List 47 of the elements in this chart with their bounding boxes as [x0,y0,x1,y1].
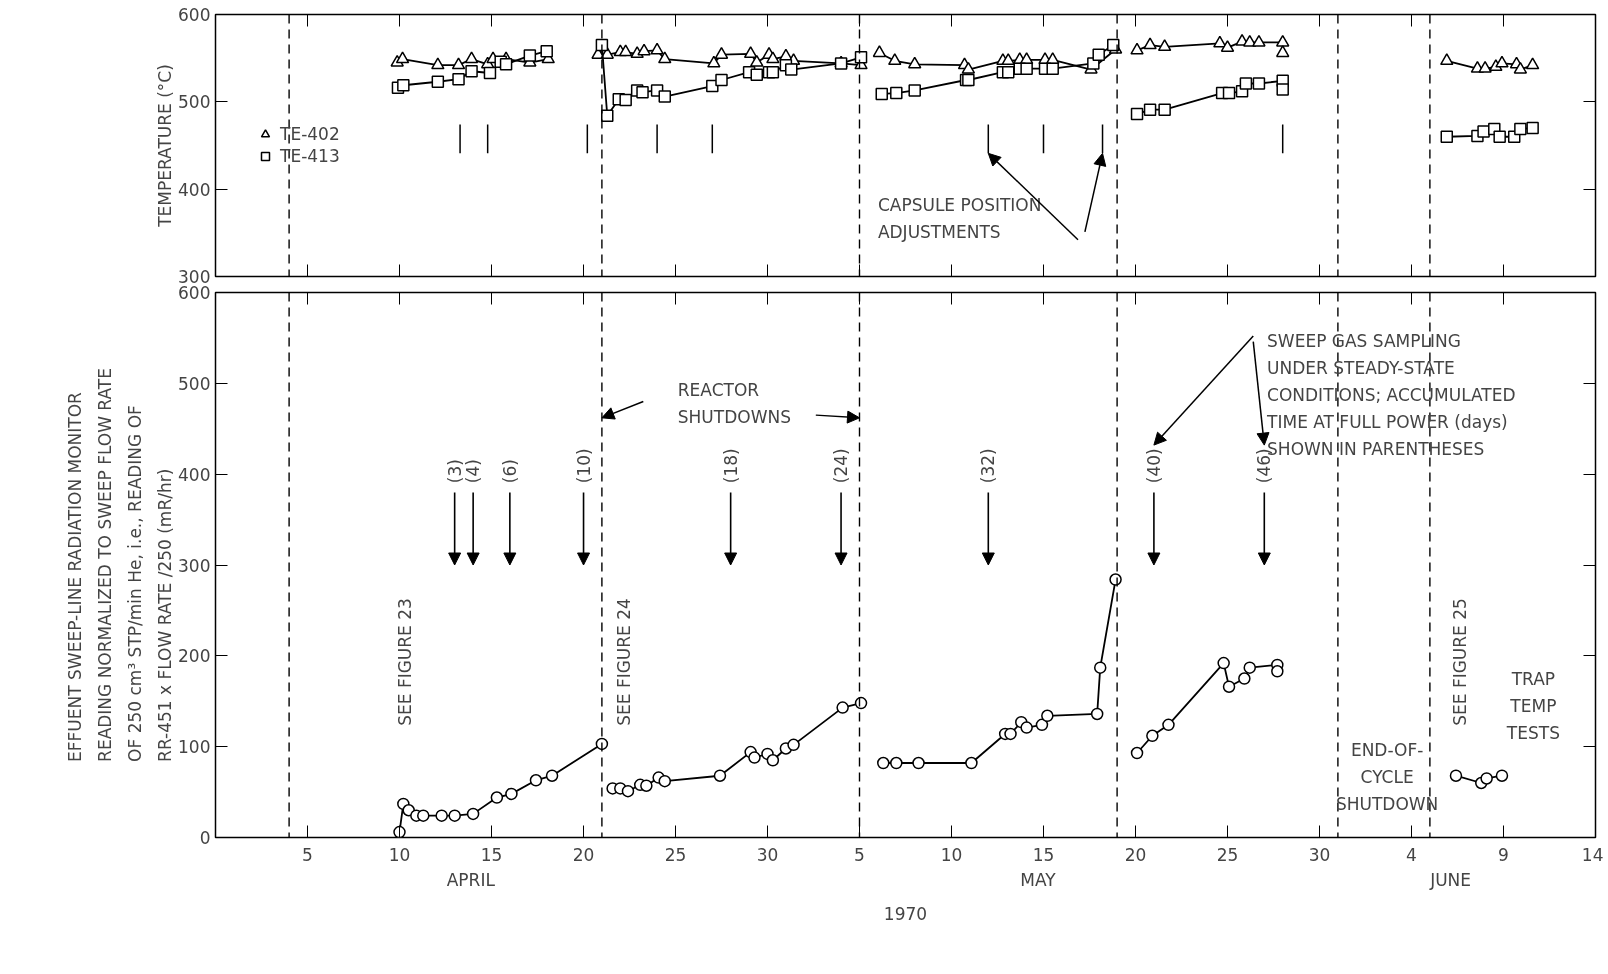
annotation: (6) [499,459,520,484]
y-tick-label: 400 [178,179,211,200]
legend-label: TE-402 [280,124,340,144]
annotation: (10) [573,448,594,484]
y-tick-label: 300 [178,555,211,576]
x-tick-label: 5 [854,844,865,865]
annotation: (24) [831,448,852,484]
x-tick-label: 10 [940,844,963,865]
annotation: TRAP TEMP TESTS [1505,668,1560,743]
x-tick-label: 25 [664,844,687,865]
x-tick-label: 20 [1124,844,1147,865]
y-tick-label: 600 [178,5,211,25]
annotation: SEE FIGURE 25 [1450,598,1471,726]
text: JUNE [1429,869,1472,890]
y-tick-label: 500 [178,373,211,394]
x-tick-label: 9 [1498,844,1509,865]
annotation: (32) [978,448,999,484]
y-axis-title: TEMPERATURE (°C) [154,64,175,228]
y-tick-label: 200 [178,646,211,667]
y-tick-label: 100 [178,737,211,758]
text: MAY [1020,869,1057,890]
x-tick-label: 15 [1032,844,1055,865]
x-tick-label: 15 [480,844,503,865]
annotation: (40) [1143,448,1164,484]
x-tick-label: 4 [1406,844,1417,865]
legend-label: TE-413 [280,146,340,166]
y-axis-title: EFFUENT SWEEP-LINE RADIATION MONITOR READING NORMALIZED TO SWEEP FLOW RATE OF 250 cm³ STP/min He, i.e., READING OF RR-451 x FLOW RATE /250 (mR/hr) [64,368,175,762]
text: APRIL [446,869,496,890]
x-tick-label: 14 [1581,844,1604,865]
x-tick-label: 30 [1308,844,1331,865]
y-tick-label: 500 [178,92,211,113]
annotation: SEE FIGURE 23 [394,598,415,726]
annotation: CAPSULE POSITION ADJUSTMENTS [877,195,1042,243]
x-tick-label: 20 [572,844,595,865]
annotation: END-OF- CYCLE SHUTDOWN [1335,740,1439,815]
x-tick-label: 10 [388,844,411,865]
annotation: (18) [720,448,741,484]
x-axis-title: 1970 [883,903,928,924]
y-tick-label: 0 [199,828,211,848]
x-tick-label: 25 [1216,844,1239,865]
y-tick-label: 400 [178,464,211,485]
x-tick-label: 5 [302,844,313,865]
annotation: (4) [463,459,484,484]
annotation: (3) [444,459,465,484]
x-tick-label: 30 [756,844,779,865]
annotation: SEE FIGURE 24 [613,598,634,726]
annotation: REACTOR SHUTDOWNS [677,379,791,427]
